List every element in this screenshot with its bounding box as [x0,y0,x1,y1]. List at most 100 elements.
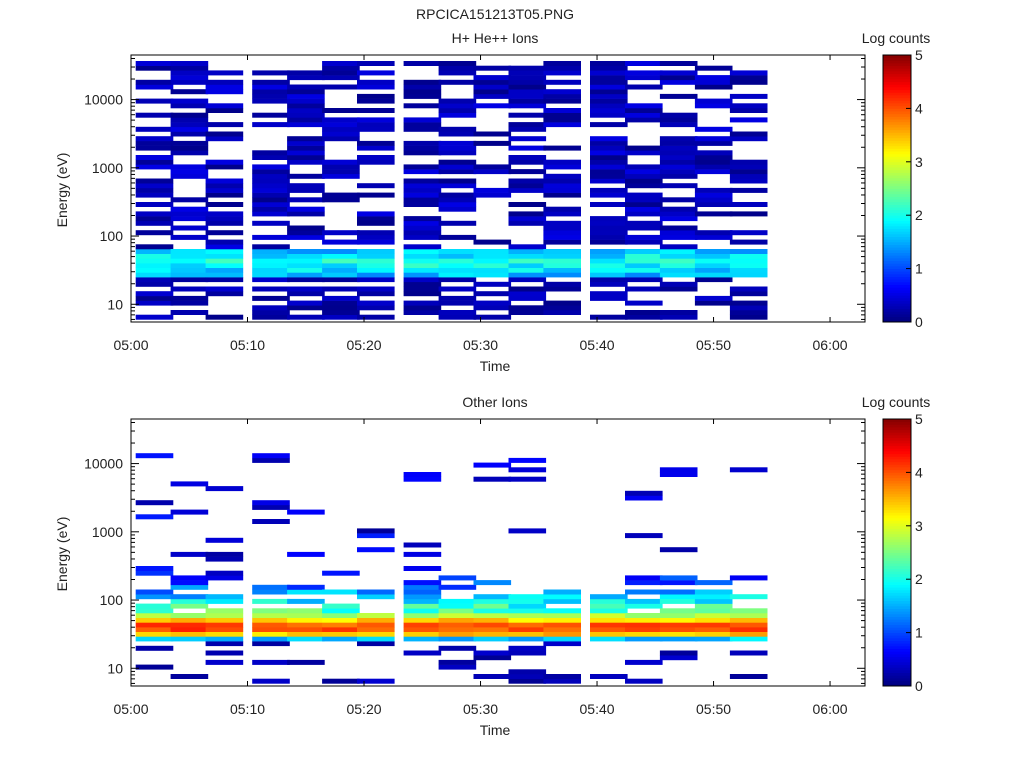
heatmap-cell [543,300,581,306]
heatmap-cell [438,295,477,301]
colorbar-swatch [883,124,911,128]
heatmap-cell [729,613,768,618]
heatmap-cell [287,187,325,193]
heatmap-cell [729,674,768,679]
colorbar-swatch [883,661,911,666]
heatmap-cell [438,112,477,118]
heatmap-cell [590,272,628,278]
colorbar-swatch [883,576,911,580]
heatmap-cell [694,636,733,642]
heatmap-cell [590,603,628,609]
heatmap-cell [590,281,628,287]
heatmap-cell [205,575,244,581]
heatmap-cell [659,613,698,618]
heatmap-cell [403,183,442,189]
heatmap-cell [659,117,698,123]
heatmap-cell [508,145,547,151]
heatmap-cell [287,584,325,590]
heatmap-cell [590,239,628,245]
heatmap-cell [659,589,698,595]
heatmap-cell [590,136,628,142]
colorbar-swatch [883,167,911,171]
heatmap-cell [473,613,512,618]
heatmap-cell [438,664,477,670]
heatmap-cell [135,314,174,320]
heatmap-cell [625,310,663,315]
heatmap-cell [252,164,290,170]
heatmap-cell [205,187,244,193]
heatmap-cell [543,93,581,99]
heatmap-cell [543,112,581,118]
heatmap-cell [590,145,628,151]
heatmap-cell [508,159,547,165]
heatmap-cell [252,197,290,203]
heatmap-cell [729,211,768,217]
heatmap-cell [252,93,290,99]
heatmap-cell [438,65,477,71]
heatmap-cell [694,613,733,618]
heatmap-cell [590,636,628,642]
heatmap-cell [543,608,581,614]
colorbar-swatch [883,573,911,577]
colorbar-tick-label: 0 [915,678,923,694]
heatmap-cell [403,272,442,278]
heatmap-cell [403,291,442,297]
heatmap-cell [473,622,512,628]
heatmap-cell [438,575,477,581]
heatmap-cell [322,131,360,137]
heatmap-cell [438,645,477,651]
colorbar-swatch [883,71,911,75]
heatmap-cell [625,145,663,151]
heatmap-cell [252,253,290,259]
heatmap-cell [543,594,581,600]
heatmap-cell [170,598,209,604]
heatmap-cell [403,566,442,571]
x-tick-label: 05:40 [580,701,615,717]
heatmap-cell [287,93,325,99]
colorbar-swatch [883,645,911,650]
heatmap-cell [287,211,325,217]
heatmap-cell [357,594,395,600]
heatmap-cell [135,258,174,264]
heatmap-cell [694,300,733,306]
heatmap-cell [729,117,768,123]
heatmap-cell [322,108,360,113]
colorbar-swatch [883,281,911,286]
heatmap-cell [170,627,209,632]
heatmap-cell [135,220,174,226]
heatmap-cell [508,89,547,95]
colorbar-swatch [883,63,911,67]
heatmap-cell [322,310,360,315]
heatmap-cell [590,89,628,95]
heatmap-cell [625,603,663,609]
heatmap-cell [170,103,209,109]
heatmap-cell [729,258,768,264]
heatmap-cell [590,249,628,254]
heatmap-cell [322,627,360,632]
x-tick-label: 05:50 [696,337,731,353]
heatmap-cell [729,263,768,268]
colorbar-swatch [883,664,911,668]
heatmap-cell [403,267,442,273]
heatmap-cell [287,122,325,128]
heatmap-cell [205,277,244,283]
heatmap-cell [403,263,442,268]
heatmap-cell [694,277,733,283]
heatmap-cell [135,622,174,628]
heatmap-cell [473,314,512,320]
heatmap-cell [473,462,512,468]
colorbar-swatch [883,595,911,599]
heatmap-cell [625,277,663,283]
heatmap-cell [590,75,628,81]
colorbar: 0 1 2 3 4 5 [882,411,923,694]
heatmap-cell [403,202,442,207]
heatmap-cell [473,258,512,264]
colorbar-swatch [883,581,911,585]
heatmap-cell [170,509,209,515]
heatmap-cell [659,249,698,254]
colorbar-swatch [883,119,911,123]
heatmap-cell [205,613,244,618]
heatmap-cell [625,263,663,268]
heatmap-cell [135,211,174,217]
